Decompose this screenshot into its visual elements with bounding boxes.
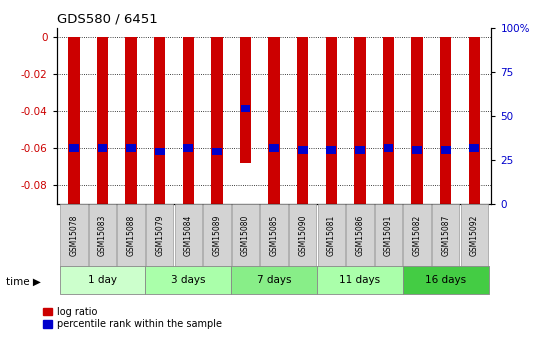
Bar xyxy=(440,37,451,204)
FancyBboxPatch shape xyxy=(260,204,288,267)
Text: GSM15080: GSM15080 xyxy=(241,215,250,256)
Bar xyxy=(98,145,107,152)
FancyBboxPatch shape xyxy=(317,266,403,294)
Text: GSM15088: GSM15088 xyxy=(126,215,136,256)
FancyBboxPatch shape xyxy=(432,204,460,267)
Bar xyxy=(269,145,279,152)
FancyBboxPatch shape xyxy=(117,204,145,267)
Bar xyxy=(211,37,222,204)
Bar xyxy=(298,146,307,154)
Text: GSM15092: GSM15092 xyxy=(470,215,479,256)
Bar xyxy=(125,37,137,204)
Bar xyxy=(411,37,423,204)
Bar xyxy=(126,145,136,152)
FancyBboxPatch shape xyxy=(232,204,259,267)
Text: GSM15089: GSM15089 xyxy=(212,215,221,256)
Text: GSM15081: GSM15081 xyxy=(327,215,336,256)
Text: GDS580 / 6451: GDS580 / 6451 xyxy=(57,12,158,25)
Bar xyxy=(326,146,336,154)
Text: 16 days: 16 days xyxy=(425,275,466,285)
Bar xyxy=(183,37,194,204)
Text: GSM15091: GSM15091 xyxy=(384,215,393,256)
Bar xyxy=(69,145,79,152)
Text: GSM15083: GSM15083 xyxy=(98,215,107,256)
Text: 3 days: 3 days xyxy=(171,275,206,285)
FancyBboxPatch shape xyxy=(89,204,116,267)
Text: GSM15085: GSM15085 xyxy=(269,215,279,256)
Bar xyxy=(469,145,479,152)
Bar xyxy=(184,145,193,152)
Text: GSM15084: GSM15084 xyxy=(184,215,193,256)
Text: GSM15086: GSM15086 xyxy=(355,215,364,256)
Text: GSM15078: GSM15078 xyxy=(69,215,78,256)
Bar xyxy=(240,37,251,163)
Bar xyxy=(97,37,108,204)
Bar xyxy=(354,37,366,204)
FancyBboxPatch shape xyxy=(231,266,317,294)
Text: GSM15087: GSM15087 xyxy=(441,215,450,256)
FancyBboxPatch shape xyxy=(203,204,231,267)
Bar xyxy=(326,37,337,204)
FancyBboxPatch shape xyxy=(174,204,202,267)
Bar xyxy=(441,146,450,154)
FancyBboxPatch shape xyxy=(318,204,345,267)
FancyBboxPatch shape xyxy=(403,266,489,294)
Bar xyxy=(412,146,422,154)
Text: GSM15090: GSM15090 xyxy=(298,215,307,256)
Bar xyxy=(68,37,79,204)
Bar xyxy=(297,37,308,204)
Text: GSM15082: GSM15082 xyxy=(413,215,422,256)
Bar xyxy=(154,37,165,204)
Bar xyxy=(383,37,394,204)
FancyBboxPatch shape xyxy=(145,266,231,294)
FancyBboxPatch shape xyxy=(346,204,374,267)
FancyBboxPatch shape xyxy=(403,204,431,267)
FancyBboxPatch shape xyxy=(146,204,173,267)
Bar xyxy=(241,105,251,112)
Bar xyxy=(469,37,480,204)
Legend: log ratio, percentile rank within the sample: log ratio, percentile rank within the sa… xyxy=(43,307,222,329)
FancyBboxPatch shape xyxy=(60,204,87,267)
Bar xyxy=(212,148,222,155)
Bar xyxy=(268,37,280,204)
Text: time ▶: time ▶ xyxy=(6,277,42,287)
Text: 7 days: 7 days xyxy=(257,275,291,285)
Text: 11 days: 11 days xyxy=(339,275,380,285)
Text: GSM15079: GSM15079 xyxy=(155,215,164,256)
Bar xyxy=(355,146,365,154)
FancyBboxPatch shape xyxy=(289,204,316,267)
Text: 1 day: 1 day xyxy=(88,275,117,285)
FancyBboxPatch shape xyxy=(375,204,402,267)
Bar xyxy=(383,145,393,152)
FancyBboxPatch shape xyxy=(59,266,145,294)
FancyBboxPatch shape xyxy=(461,204,488,267)
Bar xyxy=(155,148,165,155)
